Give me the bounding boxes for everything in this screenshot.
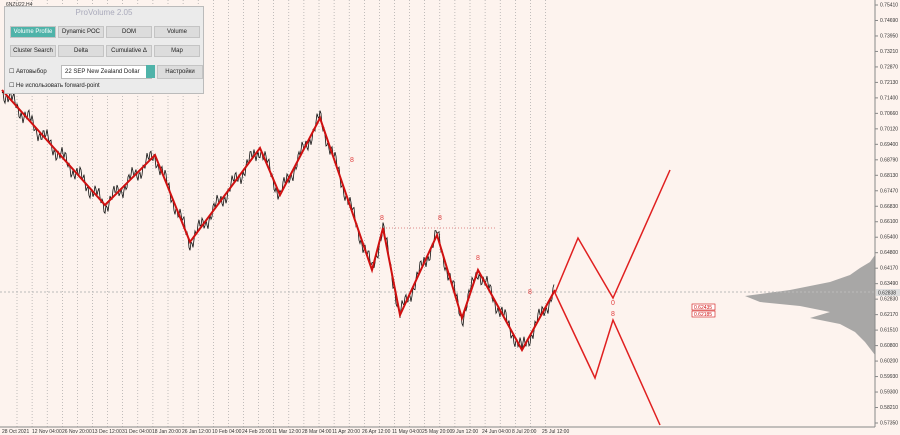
window-label: 6NZU22,H4 xyxy=(6,2,33,8)
price-label: 0.59930 xyxy=(880,374,898,380)
price-label: 0.68790 xyxy=(880,157,898,163)
time-label: 12 Nov 04:00 xyxy=(32,429,62,435)
mode-button[interactable]: Cumulative Δ xyxy=(106,45,152,57)
price-label: 0.67470 xyxy=(880,188,898,194)
price-label: 0.61510 xyxy=(880,328,898,334)
provolume-panel: ProVolume 2.05 Volume Profile Dynamic POC… xyxy=(4,6,204,94)
price-label: 0.62170 xyxy=(880,312,898,318)
price-label: 0.63490 xyxy=(880,281,898,287)
price-label: 0.71400 xyxy=(880,95,898,101)
price-label: 0.58210 xyxy=(880,405,898,411)
price-label: 0.66830 xyxy=(880,204,898,210)
mode-button[interactable]: Cluster Search xyxy=(10,45,56,57)
price-label: 0.59300 xyxy=(880,390,898,396)
current-price-box xyxy=(876,289,900,296)
price-label: 0.70120 xyxy=(880,126,898,132)
instrument-select[interactable]: 22 SEP New Zealand Dollar xyxy=(61,65,152,79)
time-label: 26 Apr 12:00 xyxy=(362,429,391,435)
time-label: 28 Oct 2021 xyxy=(2,429,29,435)
wave-label: 8 xyxy=(476,255,480,262)
time-label: 11 Apr 20:00 xyxy=(332,429,360,435)
price-label: 0.64800 xyxy=(880,250,898,256)
wave-label: 8 xyxy=(438,215,442,222)
time-label: 8 Jul 20:00 xyxy=(512,429,537,435)
price-label: 0.66100 xyxy=(880,219,898,225)
time-label: 11 May 04:00 xyxy=(392,429,422,435)
wave-label: 8 xyxy=(528,289,532,296)
projection-up xyxy=(554,169,671,300)
mode-button[interactable]: Dynamic POC xyxy=(58,26,104,38)
current-price: 0.62838 xyxy=(878,290,896,296)
time-label: 26 Jan 12:00 xyxy=(182,429,211,435)
time-label: 24 Feb 20:00 xyxy=(242,429,272,435)
volume-profile xyxy=(745,255,875,355)
price-label: 0.73210 xyxy=(880,49,898,55)
time-label: 25 Jul 12:00 xyxy=(542,429,569,435)
forward-point-label: Не использовать forward-point xyxy=(16,83,100,89)
time-label: 18 Jan 20:00 xyxy=(152,429,181,435)
price-label: 0.68130 xyxy=(880,173,898,179)
level-label: 0.62185 xyxy=(694,312,712,318)
price-label: 0.70660 xyxy=(880,111,898,117)
level-box xyxy=(691,303,716,311)
forward-point-checkbox[interactable]: ☐ Не использовать forward-point xyxy=(9,83,100,89)
mode-button[interactable]: Volume Profile xyxy=(10,26,56,38)
mode-button[interactable]: Map xyxy=(154,45,200,57)
price-label: 0.73950 xyxy=(880,33,898,39)
time-label: 13 Dec 12:00 xyxy=(92,429,122,435)
select-arrow[interactable] xyxy=(146,65,155,78)
price-label: 0.62830 xyxy=(880,297,898,303)
price-label: 0.60200 xyxy=(880,359,898,365)
auto-select-checkbox[interactable]: ☐ Автовыбор xyxy=(9,69,47,75)
time-label: 11 Mar 12:00 xyxy=(272,429,301,435)
price-label: 0.64170 xyxy=(880,266,898,272)
mode-button[interactable]: DOM xyxy=(106,26,152,38)
mode-button[interactable]: Delta xyxy=(58,45,104,57)
price-label: 0.74690 xyxy=(880,18,898,24)
wave-label: 8 xyxy=(350,157,354,164)
projection-down xyxy=(554,292,661,426)
time-label: 9 Jun 12:00 xyxy=(452,429,478,435)
time-label: 26 Nov 20:00 xyxy=(62,429,92,435)
time-label: 24 Jun 04:00 xyxy=(482,429,511,435)
price-label: 0.72130 xyxy=(880,80,898,86)
price-label: 0.69400 xyxy=(880,142,898,148)
wave-label: 0 xyxy=(611,300,615,307)
price-label: 0.72870 xyxy=(880,64,898,70)
wave-label: 8 xyxy=(380,215,384,222)
wave-label: 8 xyxy=(611,311,615,318)
price-label: 0.65400 xyxy=(880,235,898,241)
price-label: 0.57350 xyxy=(880,421,898,427)
level-label: 0.62435 xyxy=(694,305,712,311)
time-label: 31 Dec 04:00 xyxy=(122,429,152,435)
time-label: 25 May 20:00 xyxy=(422,429,453,435)
time-label: 28 Mar 04:00 xyxy=(302,429,332,435)
mode-button[interactable]: Volume xyxy=(154,26,200,38)
price-series xyxy=(1,90,555,350)
settings-button[interactable]: Настройки xyxy=(157,65,203,79)
panel-title: ProVolume 2.05 xyxy=(75,8,133,17)
settings-label: Настройки xyxy=(165,69,195,75)
wave-lines xyxy=(1,89,556,353)
price-label: 0.75410 xyxy=(880,3,898,9)
time-label: 10 Feb 04:00 xyxy=(212,429,242,435)
instrument: 22 SEP New Zealand Dollar xyxy=(65,69,140,75)
level-box xyxy=(691,310,716,318)
price-label: 0.60800 xyxy=(880,343,898,349)
auto-select-label: Автовыбор xyxy=(16,69,47,75)
